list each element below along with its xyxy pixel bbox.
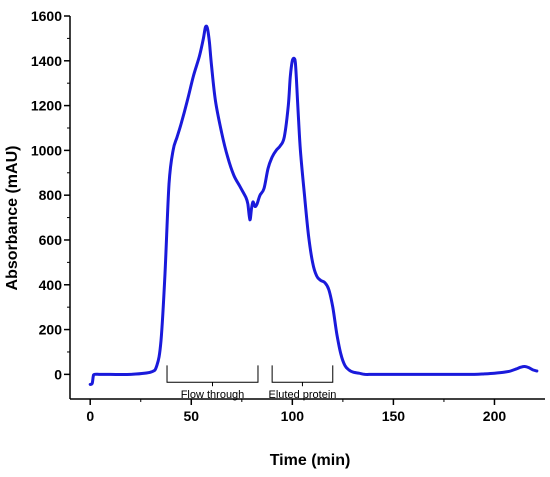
y-tick-label: 600: [39, 232, 63, 248]
y-axis-title: Absorbance (mAU): [4, 146, 21, 291]
y-tick-label: 800: [39, 187, 63, 203]
series-layer: [88, 24, 539, 386]
annotation-label: Eluted protein: [269, 389, 337, 401]
axes: 0 50 100 150 200 0 200 400 600 800 1000 1200 1400 160…: [31, 8, 545, 424]
x-tick-label: 50: [183, 408, 199, 424]
x-tick-label: 200: [483, 408, 507, 424]
annotation-bracket: [166, 365, 259, 387]
y-tick-label: 1200: [31, 98, 62, 114]
annotation-bracket: [271, 365, 334, 387]
y-tick-label: 1600: [31, 8, 62, 24]
y-tick-label: 1000: [31, 142, 62, 158]
y-tick-label: 400: [39, 277, 63, 293]
annotations: Flow through Eluted protein: [166, 365, 337, 401]
y-tick-label: 0: [54, 366, 62, 382]
x-tick-label: 0: [86, 408, 94, 424]
annotation-label: Flow through: [181, 389, 245, 401]
x-axis-title: Time (min): [270, 452, 351, 469]
series-line: [88, 24, 539, 386]
x-tick-label: 150: [382, 408, 406, 424]
y-tick-label: 200: [39, 322, 63, 338]
x-tick-label: 100: [281, 408, 305, 424]
y-tick-label: 1400: [31, 53, 62, 69]
